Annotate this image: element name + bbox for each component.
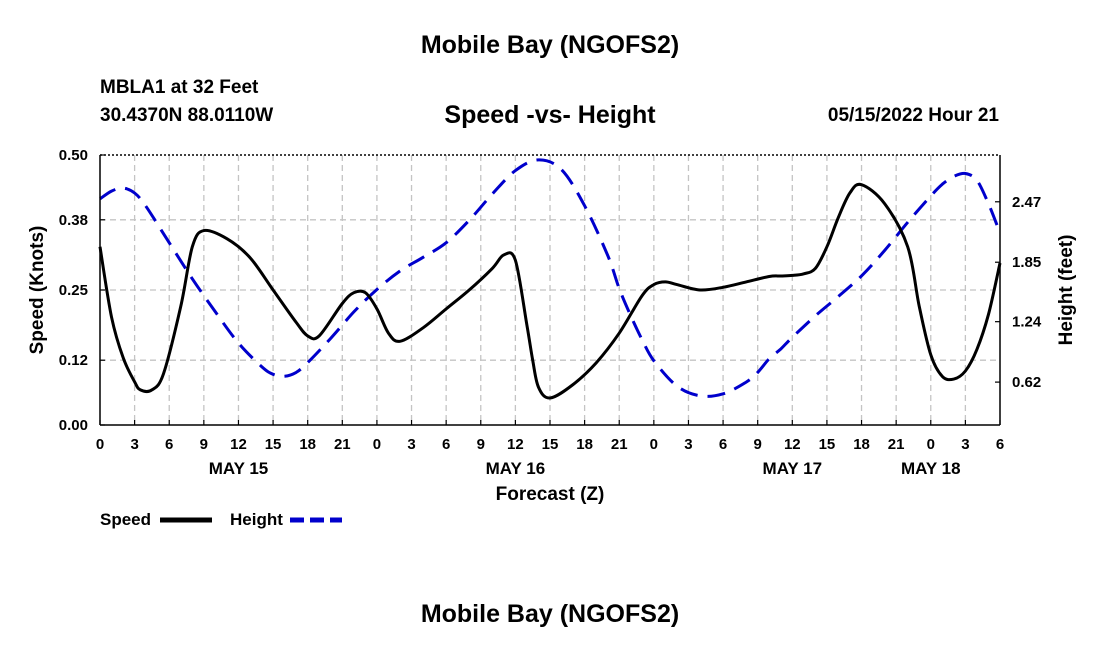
day-label: MAY 16 [486,459,546,478]
x-tick-label: 0 [650,436,658,453]
x-tick-label: 21 [334,436,351,453]
y-tick-label: 0.38 [59,212,88,229]
x-tick-label: 6 [719,436,727,453]
day-label: MAY 18 [901,459,961,478]
x-tick-label: 15 [819,436,836,453]
y2-tick-label: 1.24 [1012,314,1042,331]
x-tick-label: 12 [784,436,801,453]
series-lines [98,158,1002,400]
x-tick-label: 18 [299,436,316,453]
y-tick-label: 0.25 [59,282,88,299]
x-tick-label: 0 [927,436,935,453]
chart-legend: Speed Height [100,510,342,529]
x-tick-label: 6 [996,436,1004,453]
legend-height-label: Height [230,510,283,529]
page-title: Mobile Bay (NGOFS2) [420,31,680,59]
speed-series-line [98,182,1002,400]
y-axis-label: Speed (Knots) [27,226,48,355]
y2-tick-label: 1.85 [1012,254,1041,271]
x-tick-label: 21 [611,436,628,453]
grid-lines [100,155,1000,425]
y2-tick-label: 2.47 [1012,194,1041,211]
x-axis-label: Forecast (Z) [496,484,605,505]
x-tick-label: 18 [576,436,593,453]
x-tick-label: 9 [477,436,485,453]
station-label: MBLA1 at 32 Feet [100,77,259,98]
x-tick-label: 3 [130,436,138,453]
x-tick-label: 3 [407,436,415,453]
x-tick-label: 0 [96,436,104,453]
y-tick-label: 0.12 [59,352,88,369]
x-tick-label: 12 [507,436,524,453]
y-tick-label: 0.00 [59,417,88,434]
x-tick-label: 3 [961,436,969,453]
x-tick-label: 12 [230,436,247,453]
x-tick-label: 15 [265,436,282,453]
x-tick-label: 15 [542,436,559,453]
y-tick-label: 0.50 [59,147,88,164]
x-tick-label: 3 [684,436,692,453]
footer-title: Mobile Bay (NGOFS2) [420,600,680,628]
height-series-line [99,158,1002,398]
legend-speed-label: Speed [100,510,151,529]
station-coordinates: 30.4370N 88.0110W [100,105,274,126]
x-tick-label: 21 [888,436,905,453]
chart-subtitle: Speed -vs- Height [444,101,656,129]
day-label: MAY 15 [209,459,269,478]
x-tick-label: 6 [442,436,450,453]
x-tick-label: 18 [853,436,870,453]
x-tick-label: 0 [373,436,381,453]
axes: 0 3 6 9 12 15 18 21 0 3 6 9 12 15 18 21 0 3 6 9 12 15 18 21 0 3 6 0… [59,147,1042,478]
y2-axis-label: Height (feet) [1056,235,1077,346]
day-label: MAY 17 [763,459,823,478]
x-tick-label: 6 [165,436,173,453]
y2-tick-label: 0.62 [1012,374,1041,391]
x-tick-label: 9 [200,436,208,453]
x-tick-label: 9 [754,436,762,453]
forecast-timestamp: 05/15/2022 Hour 21 [827,105,999,126]
